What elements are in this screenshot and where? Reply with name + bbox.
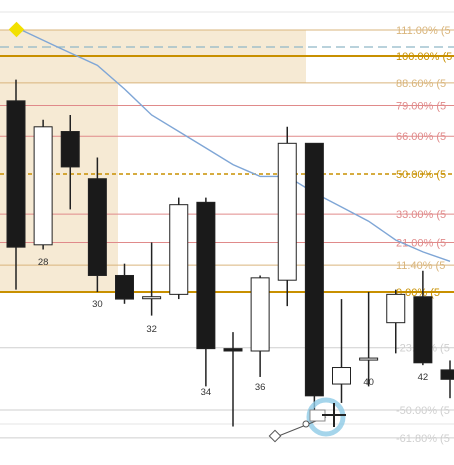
bear-candle-body [440, 369, 454, 380]
bar-number-label: 40 [363, 377, 374, 388]
candlestick[interactable] [33, 119, 53, 250]
crosshair-drawing-tool[interactable] [268, 397, 346, 443]
bull-candle-body [359, 357, 379, 361]
bull-candle-body [386, 293, 406, 324]
candlestick[interactable] [386, 289, 406, 354]
fib-level-label: -61.80% (5 [396, 433, 450, 445]
fib-level-label: -50.00% (5 [396, 405, 450, 417]
bar-number-label: 30 [92, 299, 103, 310]
fib-level-label: 79.00% (5 [396, 101, 446, 113]
bar-number-label: 42 [418, 372, 429, 383]
candlestick[interactable] [440, 360, 454, 399]
fib-level-label: 11.40% (5 [396, 260, 445, 272]
cursor-highlight-ring [306, 397, 346, 437]
bar-number-label: 32 [146, 324, 157, 335]
bear-candle-body [304, 142, 324, 397]
bear-candle-body [60, 131, 80, 168]
fib-level-label: 0.00% (5 [396, 287, 440, 299]
bar-number-label: 28 [38, 257, 49, 268]
bull-candle-body [332, 367, 351, 385]
bear-candle-body [6, 100, 26, 248]
candlestick[interactable] [359, 292, 379, 387]
candlestick[interactable] [250, 275, 270, 377]
candlestick[interactable] [196, 197, 216, 387]
candlestick[interactable] [87, 157, 107, 292]
line-anchor-icon[interactable] [302, 420, 310, 428]
bear-candle-body [115, 274, 134, 300]
bull-candle-body [142, 296, 162, 300]
candlestick[interactable] [413, 270, 433, 366]
bar-number-label: 34 [201, 387, 212, 398]
bull-candle-body [250, 277, 270, 352]
fib-level-label: 21.00% (5 [396, 237, 446, 249]
candlestick[interactable] [60, 115, 80, 210]
bull-candle-body [33, 126, 53, 246]
bull-candle-body [169, 204, 189, 295]
bear-candle-body [87, 178, 107, 276]
line-anchor-icon[interactable] [268, 429, 282, 443]
fib-level-label: 100.00% (5 [396, 51, 452, 63]
candlestick[interactable] [304, 142, 324, 420]
candlestick[interactable] [277, 126, 297, 307]
bar-number-label: 36 [255, 382, 266, 393]
fib-level-label: 33.00% (5 [396, 209, 446, 221]
moving-average-line [21, 29, 451, 262]
fib-level-label: 111.00% (5 [396, 25, 451, 37]
candlestick[interactable] [223, 332, 243, 427]
bull-candle-body [277, 142, 297, 281]
fib-level-label: 88.60% (5 [396, 78, 446, 90]
candlestick[interactable] [169, 197, 189, 300]
candlestick[interactable] [115, 263, 134, 304]
fib-level-label: 66.00% (5 [396, 131, 446, 143]
candlestick[interactable] [142, 242, 162, 316]
candlestick[interactable] [332, 299, 351, 403]
bear-candle-body [413, 296, 433, 364]
fib-level-label: 50.00% (5 [396, 169, 446, 181]
candlestick[interactable] [6, 79, 26, 290]
bear-candle-body [196, 201, 216, 350]
bear-candle-body [223, 348, 243, 352]
